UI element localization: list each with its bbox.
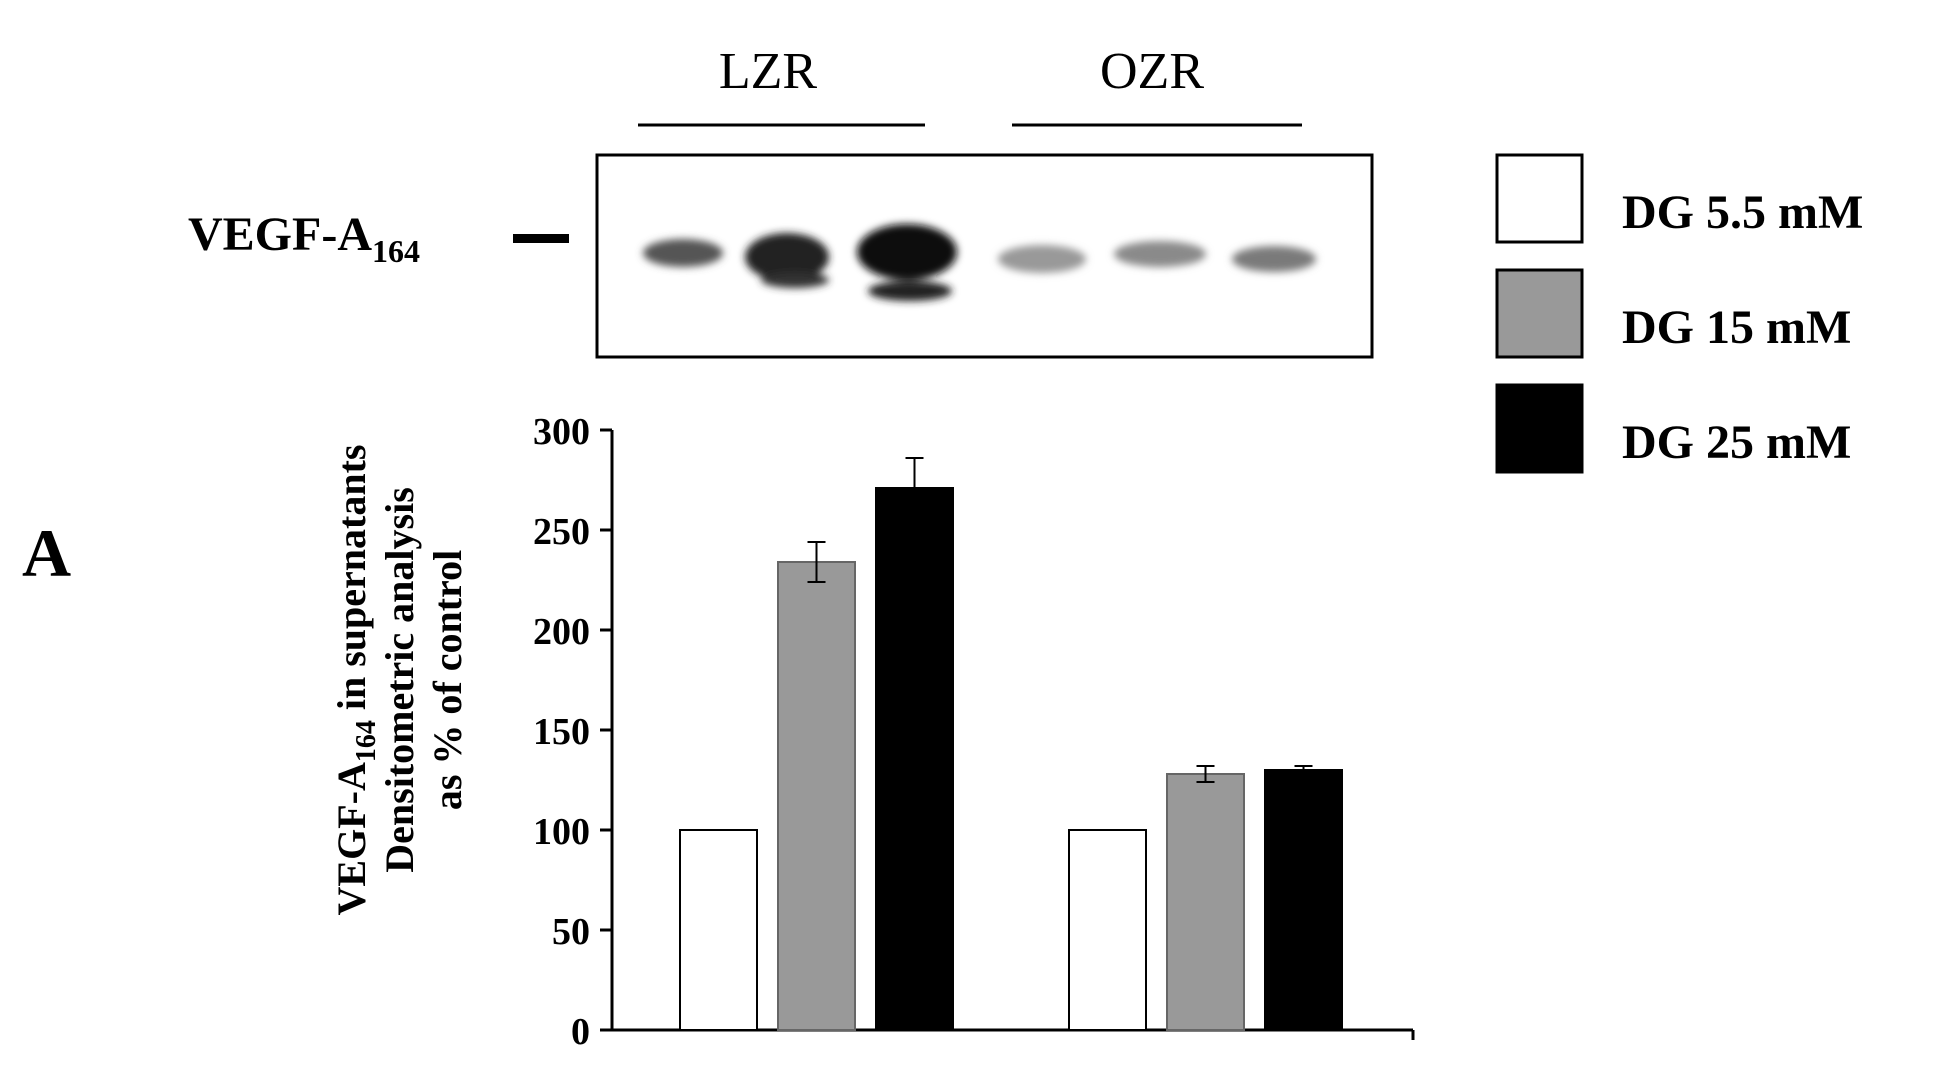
bar-group1-series2 [777, 561, 856, 1031]
y-tick-label-150: 150 [533, 711, 590, 753]
blot-band-lzr-1 [643, 239, 723, 267]
western-blot: LZR OZR VEGF-A164 [188, 43, 1374, 359]
bar-group1-series1 [679, 829, 758, 1031]
panel-label: A [22, 515, 71, 591]
blot-band-ozr-2 [1114, 241, 1206, 267]
blot-band-label: VEGF-A164 [188, 208, 420, 269]
blot-band-lzr-2b [761, 272, 829, 288]
blot-band-ozr-3 [1232, 246, 1316, 272]
legend-swatch-dg-5-5 [1495, 153, 1584, 244]
bar-group2-series3 [1264, 769, 1343, 1031]
blot-group-label-ozr: OZR [1100, 43, 1204, 100]
y-tick-label-0: 0 [571, 1011, 590, 1053]
legend-label-dg-15: DG 15 mM [1622, 301, 1851, 354]
legend: DG 5.5 mM DG 15 mM DG 25 mM [1495, 153, 1863, 474]
y-axis-title-line-1: VEGF-A164 in supernatants [329, 445, 382, 916]
y-tick-label-200: 200 [533, 611, 590, 653]
y-tick-label-250: 250 [533, 511, 590, 553]
bar-group2-series1 [1068, 829, 1147, 1031]
blot-band-ozr-1 [998, 245, 1086, 273]
bar-group1-series3 [875, 487, 954, 1031]
blot-band-lzr-3b [868, 281, 952, 301]
blot-band-lzr-3 [857, 224, 957, 280]
legend-label-dg-25: DG 25 mM [1622, 416, 1851, 469]
plot-area: 0 50 100 150 200 250 300 [533, 411, 1415, 1053]
bar-group2-series2 [1166, 773, 1245, 1031]
blot-group-label-lzr: LZR [719, 43, 818, 100]
y-axis-title-line-2: Densitometric analysis [377, 487, 422, 873]
blot-band-lzr-2 [745, 233, 829, 281]
legend-label-dg-5-5: DG 5.5 mM [1622, 186, 1863, 239]
y-tick-label-100: 100 [533, 811, 590, 853]
blot-band-marker [513, 234, 569, 243]
y-tick-label-50: 50 [552, 911, 590, 953]
blot-bands [643, 224, 1316, 301]
y-axis-title: VEGF-A164 in supernatants Densitometric … [329, 445, 470, 916]
y-tick-label-300: 300 [533, 411, 590, 453]
y-axis-title-line-3: as % of control [425, 550, 470, 810]
legend-swatch-dg-15 [1495, 268, 1584, 359]
legend-swatch-dg-25 [1495, 383, 1584, 474]
